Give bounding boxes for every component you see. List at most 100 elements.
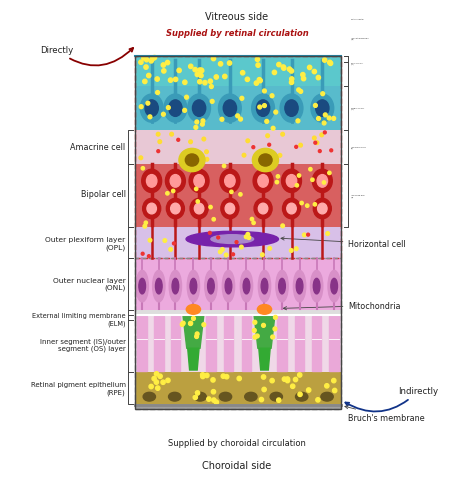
Ellipse shape: [328, 271, 340, 302]
Circle shape: [230, 191, 233, 194]
Circle shape: [253, 329, 256, 333]
Ellipse shape: [283, 199, 301, 219]
Circle shape: [253, 321, 257, 325]
Circle shape: [154, 380, 158, 384]
Text: Retinal circulation: Retinal circulation: [351, 19, 364, 20]
Bar: [135, 57, 341, 409]
Ellipse shape: [194, 204, 204, 214]
Ellipse shape: [254, 199, 272, 219]
Circle shape: [271, 335, 274, 339]
Circle shape: [293, 378, 298, 382]
Bar: [135, 57, 341, 259]
Bar: [137, 316, 147, 372]
Circle shape: [278, 154, 282, 158]
Circle shape: [149, 60, 154, 64]
Circle shape: [165, 61, 170, 66]
Ellipse shape: [171, 204, 180, 214]
Ellipse shape: [318, 204, 327, 214]
Circle shape: [262, 388, 266, 392]
Circle shape: [291, 384, 295, 389]
Text: Outer plexiform layer
(OPL): Outer plexiform layer (OPL): [46, 237, 126, 250]
Ellipse shape: [166, 199, 184, 219]
Text: Bipolar cell: Bipolar cell: [81, 190, 126, 199]
Ellipse shape: [169, 393, 181, 401]
Circle shape: [295, 184, 299, 188]
Bar: [135, 87, 341, 131]
Circle shape: [162, 70, 166, 74]
Ellipse shape: [225, 175, 235, 188]
Ellipse shape: [287, 204, 296, 214]
Circle shape: [158, 374, 162, 378]
Circle shape: [242, 154, 246, 158]
Ellipse shape: [225, 279, 232, 294]
Circle shape: [149, 385, 153, 389]
Ellipse shape: [285, 101, 298, 117]
Circle shape: [199, 69, 203, 73]
Text: Inner segment (IS)/outer
segment (OS) layer: Inner segment (IS)/outer segment (OS) la…: [40, 338, 126, 351]
Ellipse shape: [311, 95, 334, 123]
Ellipse shape: [270, 393, 283, 401]
Circle shape: [155, 386, 160, 391]
Circle shape: [147, 255, 150, 258]
Ellipse shape: [190, 279, 197, 294]
Circle shape: [328, 172, 331, 175]
Circle shape: [323, 132, 326, 135]
Circle shape: [214, 400, 219, 405]
Ellipse shape: [252, 149, 279, 172]
Ellipse shape: [172, 279, 179, 294]
Circle shape: [272, 71, 276, 76]
Text: Mitochondria: Mitochondria: [283, 302, 401, 310]
Circle shape: [281, 66, 285, 70]
Circle shape: [146, 102, 150, 106]
Circle shape: [222, 165, 226, 168]
Ellipse shape: [225, 204, 235, 214]
Ellipse shape: [211, 235, 254, 244]
Ellipse shape: [258, 271, 271, 302]
Circle shape: [298, 393, 302, 397]
Circle shape: [285, 378, 290, 383]
Circle shape: [308, 66, 312, 71]
Circle shape: [152, 56, 156, 60]
Circle shape: [220, 248, 224, 252]
Circle shape: [312, 137, 316, 140]
Ellipse shape: [170, 175, 181, 188]
Bar: [135, 131, 341, 165]
Circle shape: [189, 322, 192, 326]
Text: Retinal pigment epithelium
(RPE): Retinal pigment epithelium (RPE): [31, 381, 126, 395]
Circle shape: [211, 390, 216, 394]
Circle shape: [195, 335, 199, 339]
Circle shape: [255, 334, 259, 338]
Circle shape: [169, 248, 173, 252]
Ellipse shape: [189, 170, 209, 193]
Circle shape: [193, 68, 197, 73]
Ellipse shape: [253, 170, 273, 193]
Circle shape: [194, 188, 198, 191]
Circle shape: [211, 57, 216, 61]
Ellipse shape: [280, 95, 303, 123]
Circle shape: [255, 58, 260, 62]
Circle shape: [205, 158, 209, 162]
Circle shape: [191, 154, 193, 157]
Ellipse shape: [143, 199, 161, 219]
Circle shape: [299, 91, 302, 94]
Ellipse shape: [187, 271, 200, 302]
Circle shape: [166, 378, 170, 383]
Circle shape: [301, 77, 306, 82]
Text: External limiting membrane
(ELM): External limiting membrane (ELM): [32, 313, 126, 326]
Bar: [154, 316, 164, 372]
Ellipse shape: [147, 204, 156, 214]
Circle shape: [323, 114, 327, 118]
Text: Supplied by choroidal circulation: Supplied by choroidal circulation: [168, 439, 306, 447]
Circle shape: [139, 106, 143, 109]
Circle shape: [207, 397, 211, 401]
Circle shape: [302, 234, 306, 237]
Circle shape: [189, 321, 192, 325]
Ellipse shape: [256, 101, 270, 117]
Circle shape: [209, 232, 211, 235]
Ellipse shape: [295, 393, 308, 401]
Circle shape: [315, 141, 319, 145]
Ellipse shape: [143, 393, 155, 401]
Circle shape: [290, 81, 294, 85]
Circle shape: [328, 62, 333, 66]
Circle shape: [316, 76, 320, 81]
